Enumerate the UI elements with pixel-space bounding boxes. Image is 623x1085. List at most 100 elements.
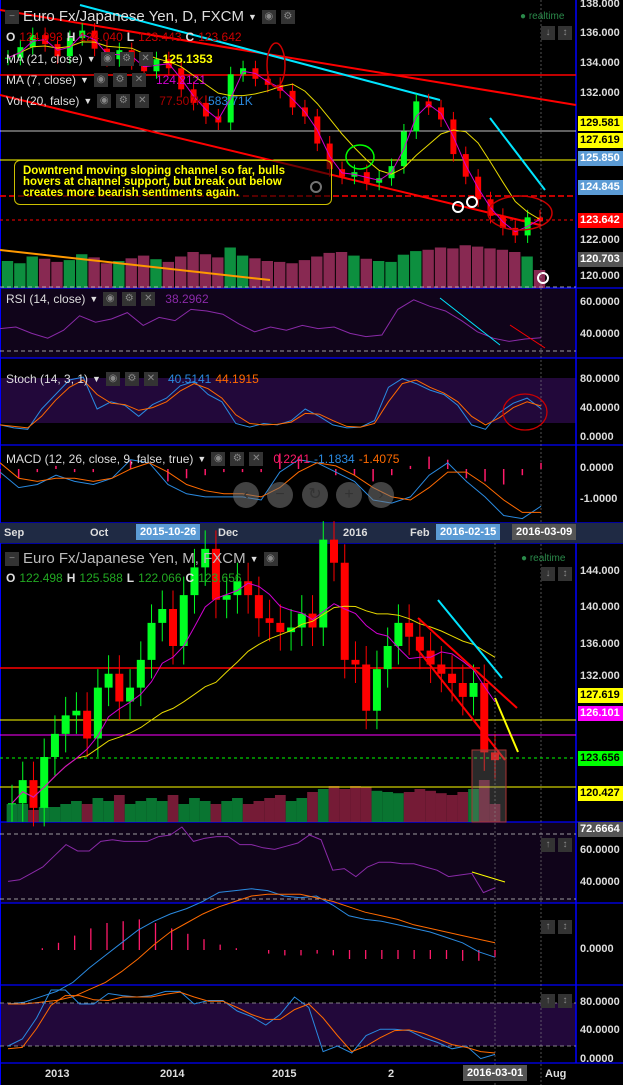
arrow-up-icon[interactable]: ↑ <box>541 994 555 1008</box>
chevron-down-icon[interactable]: ▼ <box>92 374 101 384</box>
low-label: L <box>126 30 135 44</box>
gear-icon[interactable]: ⚙ <box>230 452 245 466</box>
chevron-down-icon[interactable]: ▼ <box>89 294 99 304</box>
daily-title: Euro Fx/Japanese Yen, D, FXCM <box>23 8 244 25</box>
expand-vertical-icon[interactable]: ↕ <box>558 920 572 934</box>
arrow-up-icon[interactable]: ↑ <box>541 920 555 934</box>
channel-top-line <box>417 617 518 709</box>
candle-body <box>115 673 124 702</box>
volume-bar <box>92 798 104 822</box>
volume-bar <box>286 263 298 288</box>
eye-icon[interactable]: ◉ <box>100 52 115 66</box>
volume-bar <box>60 804 72 822</box>
legend-stoch[interactable]: Stoch (14, 3, 1) ▼ ◉ ⚙ ✕ 40.5141 44.1915 <box>6 372 259 386</box>
price-axis-label: 136.000 <box>580 638 620 650</box>
scroll-right-button[interactable]: › <box>368 482 394 508</box>
legend-macd[interactable]: MACD (12, 26, close, 9, false, true) ▼ ◉ ⚙… <box>6 452 399 466</box>
price-axis-label: 136.000 <box>580 27 620 39</box>
m-stoch-band-bg <box>0 1003 576 1046</box>
gear-icon[interactable]: ⚙ <box>116 94 131 108</box>
close-icon[interactable]: ✕ <box>135 94 150 108</box>
candle-body <box>383 646 392 670</box>
legend-vol[interactable]: Vol (20, false) ▼ ◉ ⚙ ✕ 77.507K 583.71K <box>6 94 253 108</box>
volume-bar <box>348 255 360 288</box>
gear-icon[interactable]: ⚙ <box>280 9 295 24</box>
legend-ma7[interactable]: MA (7, close) ▼ ◉ ⚙ ✕ 124.2121 <box>6 73 206 87</box>
chevron-down-icon[interactable]: ▼ <box>247 11 257 22</box>
arrow-down-icon[interactable]: ↓ <box>541 567 555 581</box>
volume-bar <box>63 260 76 288</box>
eye-icon[interactable]: ◉ <box>105 372 120 386</box>
gear-icon[interactable]: ⚙ <box>119 52 134 66</box>
collapse-icon[interactable]: − <box>5 9 19 24</box>
reset-button[interactable]: ↻ <box>302 482 328 508</box>
candle-body <box>308 613 317 628</box>
close-icon[interactable]: ✕ <box>143 372 158 386</box>
volume-bar <box>339 789 351 822</box>
chevron-down-icon[interactable]: ▼ <box>86 54 96 64</box>
daily-title-row: − Euro Fx/Japanese Yen, D, FXCM ▼ ◉ ⚙ <box>4 8 295 25</box>
macd-label: MACD (12, 26, close, 9, false, true) <box>6 452 194 466</box>
price-tag: 120.427 <box>578 786 623 801</box>
arrow-up-icon[interactable]: ↑ <box>541 838 555 852</box>
gear-icon[interactable]: ⚙ <box>122 292 137 306</box>
annotation-textbox: Downtrend moving sloping channel so far,… <box>14 160 332 205</box>
eye-icon[interactable]: ◉ <box>97 94 112 108</box>
macd-axis-label: 0.0000 <box>580 943 614 955</box>
expand-vertical-icon[interactable]: ↕ <box>558 26 572 40</box>
eye-icon[interactable]: ◉ <box>263 551 278 566</box>
eye-icon[interactable]: ◉ <box>211 452 226 466</box>
volume-bar <box>447 248 459 288</box>
candle-body <box>244 581 253 596</box>
zoom-in-button[interactable]: + <box>336 482 362 508</box>
collapse-icon[interactable]: − <box>5 551 19 566</box>
eye-icon[interactable]: ◉ <box>261 9 276 24</box>
expand-vertical-icon[interactable]: ↕ <box>558 838 572 852</box>
candle-body <box>415 636 424 651</box>
price-tag: 129.581 <box>578 116 623 131</box>
volume-bar <box>521 256 533 288</box>
volume-bar <box>156 801 168 822</box>
close-icon[interactable]: ✕ <box>141 292 156 306</box>
trend-arrow-yellow <box>494 697 519 753</box>
close-icon[interactable]: ✕ <box>131 73 146 87</box>
eye-icon[interactable]: ◉ <box>93 73 108 87</box>
vol-ma-value: 583.71K <box>208 94 253 108</box>
close-icon[interactable]: ✕ <box>249 452 264 466</box>
price-tag: 72.6664 <box>578 822 623 837</box>
volume-bar <box>124 804 136 822</box>
chevron-down-icon[interactable]: ▼ <box>83 96 93 106</box>
expand-vertical-icon[interactable]: ↕ <box>558 567 572 581</box>
expand-vertical-icon[interactable]: ↕ <box>558 994 572 1008</box>
price-tag: 126.101 <box>578 706 623 721</box>
volume-bar <box>471 246 484 288</box>
volume-bar <box>274 795 286 822</box>
volume-bar <box>125 258 137 288</box>
volume-bar <box>199 254 212 288</box>
gear-icon[interactable]: ⚙ <box>112 73 127 87</box>
legend-ma21[interactable]: MA (21, close) ▼ ◉ ⚙ ✕ 125.1353 <box>6 52 213 66</box>
close-icon[interactable]: ✕ <box>138 52 153 66</box>
chevron-down-icon[interactable]: ▼ <box>249 553 259 564</box>
legend-rsi[interactable]: RSI (14, close) ▼ ◉ ⚙ ✕ 38.2962 <box>6 292 209 306</box>
volume-bar <box>459 245 471 288</box>
eye-icon[interactable]: ◉ <box>103 292 118 306</box>
chevron-down-icon[interactable]: ▼ <box>197 454 207 464</box>
candle-body <box>201 548 210 568</box>
zoom-out-button[interactable]: − <box>267 482 293 508</box>
price-axis-label: 140.000 <box>580 601 620 613</box>
time-axis-label: Aug <box>545 1068 567 1080</box>
arrow-down-icon[interactable]: ↓ <box>541 26 555 40</box>
scroll-left-button[interactable]: ‹ <box>233 482 259 508</box>
rsi-line <box>0 299 542 342</box>
time-tag: 2015-10-26 <box>136 524 201 540</box>
channel-top-line <box>0 9 577 106</box>
open-value: 122.498 <box>19 571 63 585</box>
candle-body <box>330 539 338 563</box>
gear-icon[interactable]: ⚙ <box>124 372 139 386</box>
stoch-band-bg <box>0 378 576 423</box>
candle-body <box>147 622 156 660</box>
volume-bar <box>1 261 14 288</box>
chevron-down-icon[interactable]: ▼ <box>80 75 89 85</box>
